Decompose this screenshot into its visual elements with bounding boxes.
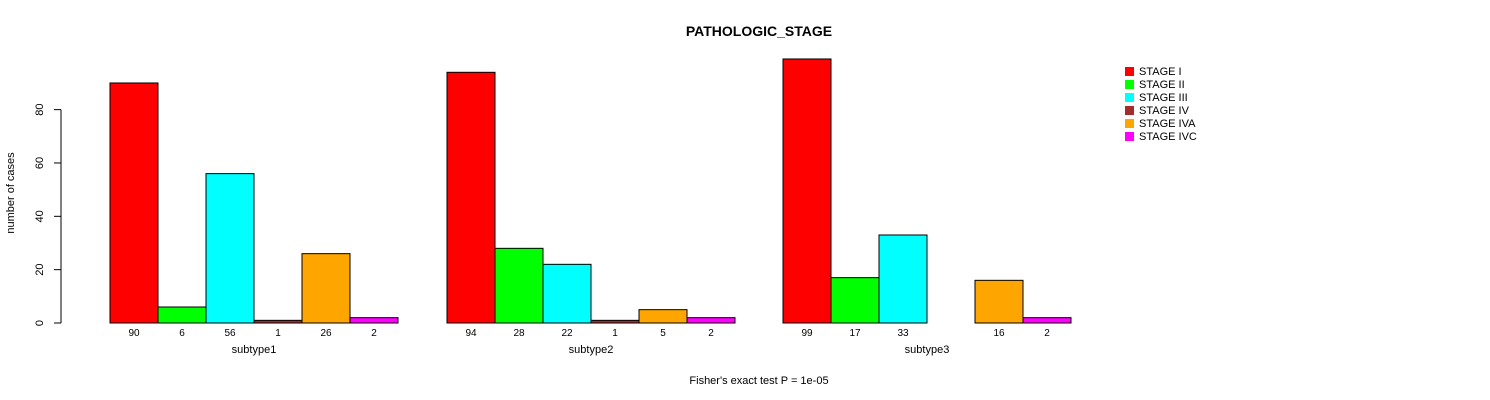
bar-subtype1-stage-i [109,82,159,324]
group-label-subtype3: subtype3 [905,344,950,356]
bar-count-label: 16 [993,328,1005,339]
bar-subtype3-stage-ivc [1022,317,1072,324]
bar-count-label: 1 [275,328,281,339]
bar-count-label: 90 [128,328,140,339]
bar-group-subtype2: 94 28 22 1 5 2 subtype2 [446,71,736,356]
bar-subtype1-stage-ii [157,306,207,324]
bar-count-label: 5 [660,328,666,339]
bar-count-label: 1 [612,328,618,339]
y-axis: 0 20 40 60 80 [34,104,62,326]
bar-count-label: 2 [371,328,377,339]
bar-count-label: 2 [1044,328,1050,339]
bar-count-label: 26 [320,328,332,339]
bar-count-label: 28 [513,328,525,339]
bar-subtype2-stage-i [446,71,496,324]
y-tick-label: 60 [34,157,46,169]
bar-subtype1-stage-iii [205,173,255,324]
fisher-test-footnote: Fisher's exact test P = 1e-05 [689,375,828,387]
y-axis-label: number of cases [5,152,17,234]
bar-group-subtype1: 90 6 56 1 26 2 subtype1 [109,82,399,356]
bar-count-label: 17 [849,328,861,339]
bar-subtype1-stage-iva [301,253,351,324]
bar-subtype2-stage-iii [542,263,592,324]
y-tick-label: 40 [34,210,46,222]
legend-entry-stage-ii: STAGE II [1139,79,1185,91]
legend-entry-stage-iv: STAGE IV [1139,105,1190,117]
bar-count-label: 33 [897,328,909,339]
y-tick-label: 20 [34,264,46,276]
bar-group-subtype3: 99 17 33 16 2 subtype3 [782,58,1072,356]
legend-entry-stage-iva: STAGE IVA [1139,118,1196,130]
bar-groups: 90 6 56 1 26 2 subtype1 94 28 22 1 5 2 subtype2 99 17 33… [109,58,1072,356]
legend-entry-stage-ivc: STAGE IVC [1139,131,1197,143]
legend-entry-stage-iii: STAGE III [1139,92,1188,104]
bar-count-label: 99 [801,328,813,339]
bar-subtype3-stage-i [782,58,832,324]
legend-swatch [1125,119,1134,128]
legend-swatch [1125,93,1134,102]
bar-subtype2-stage-ii [494,247,544,324]
legend-swatch [1125,80,1134,89]
bar-count-label: 6 [179,328,185,339]
group-label-subtype2: subtype2 [569,344,614,356]
bar-subtype3-stage-iva [974,279,1024,324]
bar-subtype1-stage-ivc [349,317,399,324]
bar-subtype1-stage-iv [253,319,303,324]
group-label-subtype1: subtype1 [232,344,277,356]
bar-count-label: 56 [224,328,236,339]
y-tick-label: 0 [34,320,46,326]
chart-title: PATHOLOGIC_STAGE [686,23,832,39]
bar-subtype2-stage-ivc [686,317,736,324]
legend-entry-stage-i: STAGE I [1139,66,1182,78]
bar-subtype2-stage-iva [638,309,688,324]
bar-subtype3-stage-ii [830,277,880,324]
legend-swatch [1125,132,1134,141]
bar-subtype3-stage-iii [878,234,928,324]
bar-count-label: 2 [708,328,714,339]
bar-count-label: 94 [465,328,477,339]
bar-subtype2-stage-iv [590,319,640,324]
legend-swatch [1125,106,1134,115]
y-tick-label: 80 [34,104,46,116]
legend-swatch [1125,67,1134,76]
bar-count-label: 22 [561,328,573,339]
